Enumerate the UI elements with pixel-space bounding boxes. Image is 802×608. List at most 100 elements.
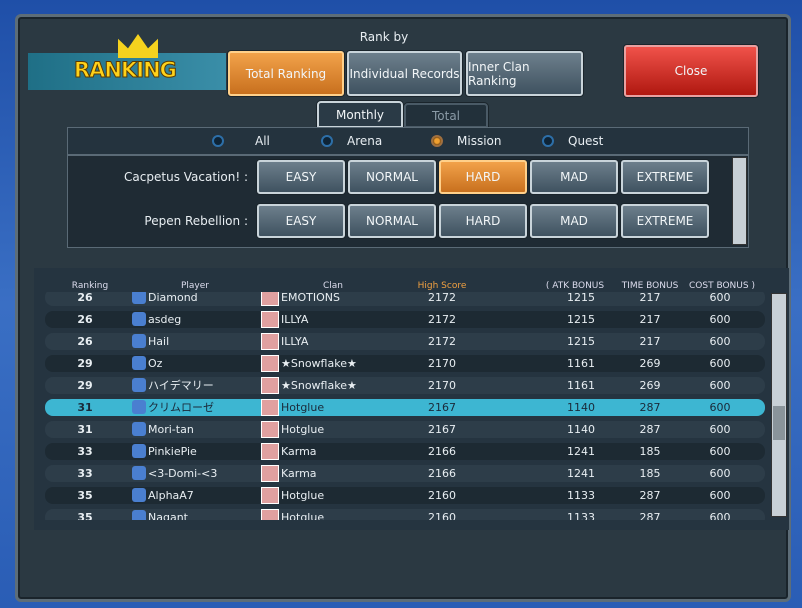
high-score: 2166 [428, 467, 456, 480]
tab-button[interactable]: Individual Records [347, 51, 462, 96]
atk-bonus: 1133 [567, 511, 595, 520]
clan-name: Hotglue [281, 423, 325, 436]
clan-emblem [261, 509, 279, 520]
atk-bonus: 1161 [567, 357, 595, 370]
column-header: COST BONUS ) [689, 281, 755, 291]
atk-bonus: 1140 [567, 423, 595, 436]
time-bonus: 287 [639, 423, 661, 436]
column-header: ( ATK BONUS [545, 281, 605, 291]
clan-emblem [261, 465, 279, 482]
scrollbar [771, 293, 787, 517]
table-row[interactable]: 26 Diamond EMOTIONS 2172 1215 217 600 [45, 292, 765, 306]
rank: 26 [77, 313, 93, 326]
table-row[interactable]: 31 Mori-tan Hotglue 2167 1140 287 600 [45, 421, 765, 438]
high-score: 2170 [428, 379, 456, 392]
cost-bonus: 600 [709, 401, 731, 414]
atk-bonus: 1241 [567, 467, 595, 480]
table-row[interactable]: 33 PinkiePie Karma 2166 1241 185 600 [45, 443, 765, 460]
table-row[interactable]: 26 asdeg ILLYA 2172 1215 217 600 [45, 311, 765, 328]
clan-emblem [261, 443, 279, 460]
player-name: PinkiePie [148, 445, 197, 458]
difficulty-button[interactable]: MAD [530, 204, 618, 238]
clan-name: Hotglue [281, 511, 325, 520]
rank-icon [132, 312, 146, 326]
radio-button[interactable] [321, 135, 333, 147]
table-row[interactable]: 26 Hail ILLYA 2172 1215 217 600 [45, 333, 765, 350]
atk-bonus: 1161 [567, 379, 595, 392]
difficulty-button[interactable]: EASY [257, 160, 345, 194]
radio-button[interactable] [431, 135, 443, 147]
period-tab[interactable]: Monthly [317, 101, 403, 128]
rank: 26 [77, 335, 93, 348]
rank: 29 [77, 379, 93, 392]
clan-emblem [261, 399, 279, 416]
cost-bonus: 600 [709, 511, 731, 520]
difficulty-button[interactable]: NORMAL [348, 160, 436, 194]
cost-bonus: 600 [709, 292, 731, 304]
difficulty-button[interactable]: HARD [439, 204, 527, 238]
tab-button[interactable]: Inner Clan Ranking [466, 51, 583, 96]
clan-emblem [261, 333, 279, 350]
mode-label: All [255, 134, 270, 148]
difficulty-button[interactable]: EXTREME [621, 204, 709, 238]
rank-icon [132, 444, 146, 458]
rank-icon [132, 466, 146, 480]
radio-button[interactable] [212, 135, 224, 147]
cost-bonus: 600 [709, 313, 731, 326]
atk-bonus: 1133 [567, 489, 595, 502]
clan-name: Hotglue [281, 401, 325, 414]
tab-button[interactable]: Total Ranking [228, 51, 344, 96]
atk-bonus: 1215 [567, 313, 595, 326]
high-score: 2172 [428, 292, 456, 304]
atk-bonus: 1140 [567, 401, 595, 414]
clan-emblem [261, 421, 279, 438]
clan-name: ★Snowflake★ [281, 379, 357, 392]
table-row[interactable]: 29 ハイデマリー ★Snowflake★ 2170 1161 269 600 [45, 377, 765, 394]
cost-bonus: 600 [709, 489, 731, 502]
clan-name: Hotglue [281, 489, 325, 502]
clan-name: Karma [281, 467, 317, 480]
rank: 31 [77, 401, 93, 414]
time-bonus: 287 [639, 489, 661, 502]
clan-name: EMOTIONS [281, 292, 340, 304]
atk-bonus: 1241 [567, 445, 595, 458]
high-score: 2167 [428, 423, 456, 436]
high-score: 2172 [428, 313, 456, 326]
table-row[interactable]: 35 AlphaA7 Hotglue 2160 1133 287 600 [45, 487, 765, 504]
time-bonus: 217 [639, 313, 661, 326]
scroll-thumb[interactable] [773, 406, 785, 440]
scrollbar [732, 157, 747, 245]
mode-label: Mission [457, 134, 502, 148]
table-row[interactable]: 31 クリムローゼ Hotglue 2167 1140 287 600 [45, 399, 765, 416]
difficulty-button[interactable]: NORMAL [348, 204, 436, 238]
rank-icon [132, 334, 146, 348]
difficulty-button[interactable]: EXTREME [621, 160, 709, 194]
table-row[interactable]: 29 Oz ★Snowflake★ 2170 1161 269 600 [45, 355, 765, 372]
difficulty-button[interactable]: EASY [257, 204, 345, 238]
logo: RANKING [74, 58, 178, 83]
table-row[interactable]: 35 Nagant Hotglue 2160 1133 287 600 [45, 509, 765, 520]
time-bonus: 287 [639, 511, 661, 520]
time-bonus: 287 [639, 401, 661, 414]
difficulty-button[interactable]: MAD [530, 160, 618, 194]
rank-icon [132, 422, 146, 436]
close-button[interactable]: Close [624, 45, 758, 97]
player-name: asdeg [148, 313, 182, 326]
rank: 29 [77, 357, 93, 370]
player-name: Oz [148, 357, 163, 370]
clan-emblem [261, 311, 279, 328]
period-tab[interactable]: Total [404, 103, 488, 128]
column-header: TIME BONUS [621, 281, 679, 291]
high-score: 2160 [428, 511, 456, 520]
time-bonus: 269 [639, 357, 661, 370]
table-row[interactable]: 33 <3-Domi-<3 Karma 2166 1241 185 600 [45, 465, 765, 482]
time-bonus: 217 [639, 335, 661, 348]
radio-button[interactable] [542, 135, 554, 147]
rank-icon [132, 378, 146, 392]
rank: 31 [77, 423, 93, 436]
player-name: <3-Domi-<3 [148, 467, 218, 480]
player-name: Mori-tan [148, 423, 194, 436]
difficulty-button[interactable]: HARD [439, 160, 527, 194]
column-header: High Score [417, 281, 467, 291]
